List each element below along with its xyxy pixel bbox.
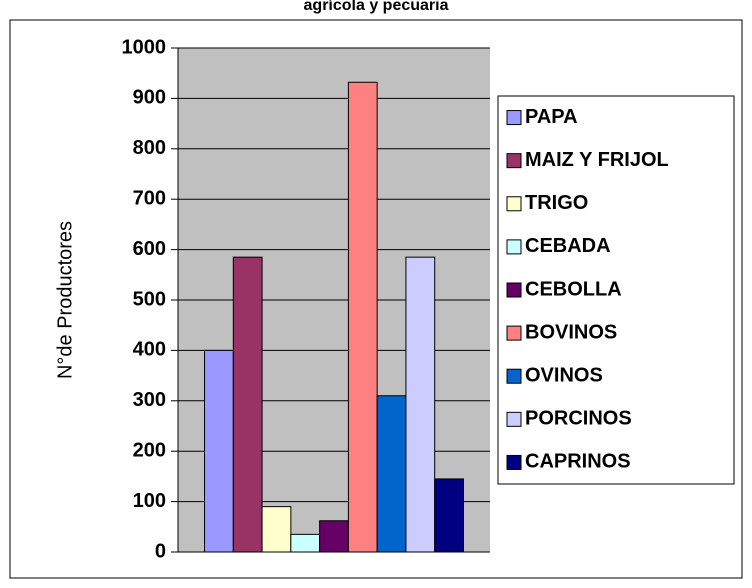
bar (290, 533, 321, 553)
legend-swatch (506, 153, 522, 169)
y-axis-label: N°de Productores (54, 221, 76, 379)
y-tick-label: 400 (133, 339, 166, 361)
bar (232, 256, 263, 553)
legend-label: OVINOS (525, 365, 603, 387)
legend-label: MAIZ Y FRIJOL (525, 149, 669, 171)
chart-title: agrícola y pecuaria (304, 0, 449, 14)
y-tick-label: 800 (133, 137, 166, 159)
legend-label: BOVINOS (525, 321, 617, 343)
bar (319, 520, 349, 553)
y-tick-label: 200 (133, 439, 166, 461)
legend (497, 95, 735, 485)
legend-swatch (506, 454, 522, 470)
legend-swatch (506, 282, 522, 298)
y-tick-label: 0 (155, 540, 166, 562)
bar (347, 81, 378, 553)
legend-label: PORCINOS (525, 408, 632, 430)
y-tick-label: 900 (133, 87, 166, 109)
bar (434, 478, 464, 553)
y-tick-label: 300 (133, 389, 166, 411)
y-tick-label: 700 (133, 187, 166, 209)
y-tick-label: 600 (133, 238, 166, 260)
y-tick-label: 100 (133, 490, 166, 512)
legend-swatch (506, 325, 522, 341)
legend-label: CEBADA (525, 235, 611, 257)
y-tick-label: 1000 (122, 36, 167, 58)
legend-swatch (506, 368, 522, 384)
bar (405, 256, 436, 553)
legend-label: CAPRINOS (525, 451, 631, 473)
legend-label: PAPA (525, 106, 578, 128)
legend-swatch (506, 411, 522, 427)
legend-swatch (506, 239, 522, 255)
legend-label: TRIGO (525, 192, 588, 214)
bar (376, 395, 407, 553)
y-tick-label: 500 (133, 288, 166, 310)
legend-swatch (506, 110, 522, 126)
legend-swatch (506, 196, 522, 212)
bar (261, 506, 292, 553)
bar (204, 349, 234, 553)
legend-label: CEBOLLA (525, 278, 622, 300)
